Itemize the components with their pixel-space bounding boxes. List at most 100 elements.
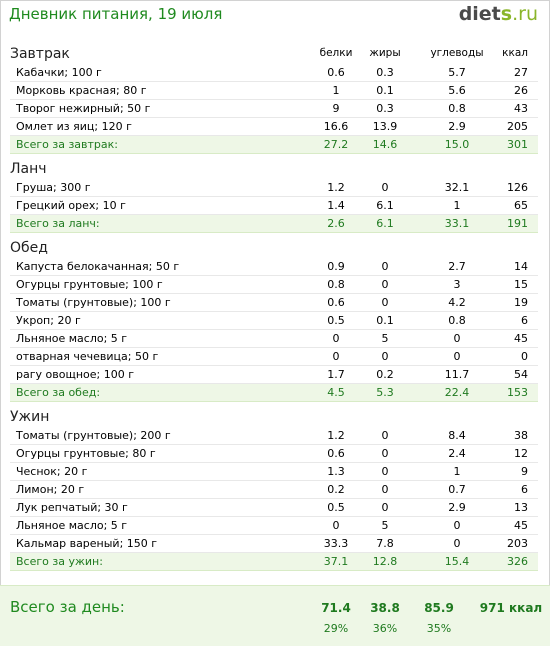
food-row[interactable]: Льняное масло; 5 г 0 5 0 45 — [10, 330, 538, 348]
food-name[interactable]: Томаты (грунтовые); 100 г — [16, 296, 171, 309]
meal-total-protein: 2.6 — [327, 217, 345, 230]
day-total-label: Всего за день: — [10, 598, 125, 616]
food-carbs: 5.6 — [448, 84, 466, 97]
meal-total-kcal: 326 — [507, 555, 528, 568]
meal-total-label: Всего за обед: — [16, 386, 101, 399]
food-kcal: 43 — [514, 102, 528, 115]
food-row[interactable]: Морковь красная; 80 г 1 0.1 5.6 26 — [10, 82, 538, 100]
food-carbs: 1 — [453, 199, 461, 212]
food-protein: 1.2 — [327, 429, 345, 442]
food-row[interactable]: Укроп; 20 г 0.5 0.1 0.8 6 — [10, 312, 538, 330]
food-carbs: 1 — [453, 465, 461, 478]
meal-section: Ланч Груша; 300 г 1.2 0 32.1 126 Грецкий орех;… — [10, 160, 538, 233]
food-kcal: 26 — [514, 84, 528, 97]
header: Дневник питания, 19 июля diets.ru — [0, 0, 550, 38]
meal-total-kcal: 153 — [507, 386, 528, 399]
food-row[interactable]: Томаты (грунтовые); 200 г 1.2 0 8.4 38 — [10, 427, 538, 445]
food-name[interactable]: Омлет из яиц; 120 г — [16, 120, 132, 133]
food-protein: 0.5 — [327, 314, 345, 327]
column-header-fat: жиры — [369, 47, 401, 59]
food-carbs: 3 — [453, 278, 461, 291]
food-row[interactable]: Лук репчатый; 30 г 0.5 0 2.9 13 — [10, 499, 538, 517]
food-protein: 0.6 — [327, 447, 345, 460]
food-carbs: 0 — [453, 350, 461, 363]
meal-total-fat: 14.6 — [372, 138, 398, 151]
logo-text-s: s — [500, 3, 513, 25]
food-name[interactable]: Кабачки; 100 г — [16, 66, 102, 79]
meal-section: Обед Капуста белокачанная; 50 г 0.9 0 2.7 14 О… — [10, 239, 538, 402]
food-row[interactable]: отварная чечевица; 50 г 0 0 0 0 — [10, 348, 538, 366]
food-carbs: 0.8 — [448, 102, 466, 115]
food-protein: 33.3 — [323, 537, 349, 550]
meal-total-protein: 27.2 — [323, 138, 349, 151]
day-protein-percent: 29% — [323, 622, 349, 635]
food-name[interactable]: Огурцы грунтовые; 80 г — [16, 447, 156, 460]
food-kcal: 65 — [514, 199, 528, 212]
food-carbs: 2.4 — [448, 447, 466, 460]
food-fat: 0 — [381, 181, 389, 194]
day-total-fat: 38.8 — [370, 601, 400, 615]
meal-total-protein: 37.1 — [323, 555, 349, 568]
food-name[interactable]: Огурцы грунтовые; 100 г — [16, 278, 163, 291]
food-kcal: 205 — [507, 120, 528, 133]
meal-total-carbs: 33.1 — [444, 217, 470, 230]
food-name[interactable]: Груша; 300 г — [16, 181, 91, 194]
column-headers: Завтрак белки жиры углеводы ккал — [10, 45, 538, 64]
meal-total-fat: 6.1 — [376, 217, 394, 230]
food-name[interactable]: Творог нежирный; 50 г — [16, 102, 151, 115]
food-row[interactable]: Лимон; 20 г 0.2 0 0.7 6 — [10, 481, 538, 499]
food-protein: 0.8 — [327, 278, 345, 291]
food-row[interactable]: Творог нежирный; 50 г 9 0.3 0.8 43 — [10, 100, 538, 118]
food-protein: 1.4 — [327, 199, 345, 212]
food-row[interactable]: Капуста белокачанная; 50 г 0.9 0 2.7 14 — [10, 258, 538, 276]
food-protein: 9 — [332, 102, 340, 115]
food-name[interactable]: Морковь красная; 80 г — [16, 84, 147, 97]
food-name[interactable]: Капуста белокачанная; 50 г — [16, 260, 180, 273]
food-row[interactable]: Грецкий орех; 10 г 1.4 6.1 1 65 — [10, 197, 538, 215]
food-name[interactable]: рагу овощное; 100 г — [16, 368, 134, 381]
food-row[interactable]: Кабачки; 100 г 0.6 0.3 5.7 27 — [10, 64, 538, 82]
food-protein: 1.7 — [327, 368, 345, 381]
food-kcal: 45 — [514, 519, 528, 532]
food-name[interactable]: Чеснок; 20 г — [16, 465, 88, 478]
food-name[interactable]: Лук репчатый; 30 г — [16, 501, 128, 514]
day-carbs-percent: 35% — [426, 622, 452, 635]
food-protein: 16.6 — [323, 120, 349, 133]
food-name[interactable]: Лимон; 20 г — [16, 483, 85, 496]
food-row[interactable]: Льняное масло; 5 г 0 5 0 45 — [10, 517, 538, 535]
meal-total-carbs: 15.4 — [444, 555, 470, 568]
food-kcal: 126 — [507, 181, 528, 194]
food-row[interactable]: Огурцы грунтовые; 100 г 0.8 0 3 15 — [10, 276, 538, 294]
food-row[interactable]: Груша; 300 г 1.2 0 32.1 126 — [10, 179, 538, 197]
logo-text-ru: .ru — [512, 3, 538, 25]
food-name[interactable]: Грецкий орех; 10 г — [16, 199, 126, 212]
food-fat: 5 — [381, 519, 389, 532]
meal-total-row: Всего за ланч: 2.6 6.1 33.1 191 — [10, 215, 538, 233]
food-carbs: 8.4 — [448, 429, 466, 442]
food-row[interactable]: Огурцы грунтовые; 80 г 0.6 0 2.4 12 — [10, 445, 538, 463]
food-name[interactable]: Льняное масло; 5 г — [16, 332, 128, 345]
food-carbs: 5.7 — [448, 66, 466, 79]
food-name[interactable]: отварная чечевица; 50 г — [16, 350, 159, 363]
diets-logo[interactable]: diets.ru — [459, 3, 538, 25]
food-protein: 0 — [332, 519, 340, 532]
meal-total-kcal: 191 — [507, 217, 528, 230]
food-carbs: 2.9 — [448, 120, 466, 133]
food-name[interactable]: Льняное масло; 5 г — [16, 519, 128, 532]
column-header-protein: белки — [319, 47, 353, 59]
food-protein: 0.6 — [327, 66, 345, 79]
food-kcal: 54 — [514, 368, 528, 381]
meal-total-protein: 4.5 — [327, 386, 345, 399]
food-row[interactable]: Чеснок; 20 г 1.3 0 1 9 — [10, 463, 538, 481]
food-row[interactable]: Кальмар вареный; 150 г 33.3 7.8 0 203 — [10, 535, 538, 553]
food-fat: 0 — [381, 429, 389, 442]
food-fat: 6.1 — [376, 199, 394, 212]
food-carbs: 0 — [453, 519, 461, 532]
food-name[interactable]: Кальмар вареный; 150 г — [16, 537, 158, 550]
food-name[interactable]: Укроп; 20 г — [16, 314, 81, 327]
food-carbs: 32.1 — [444, 181, 470, 194]
food-row[interactable]: Омлет из яиц; 120 г 16.6 13.9 2.9 205 — [10, 118, 538, 136]
food-row[interactable]: рагу овощное; 100 г 1.7 0.2 11.7 54 — [10, 366, 538, 384]
food-row[interactable]: Томаты (грунтовые); 100 г 0.6 0 4.2 19 — [10, 294, 538, 312]
food-name[interactable]: Томаты (грунтовые); 200 г — [16, 429, 171, 442]
